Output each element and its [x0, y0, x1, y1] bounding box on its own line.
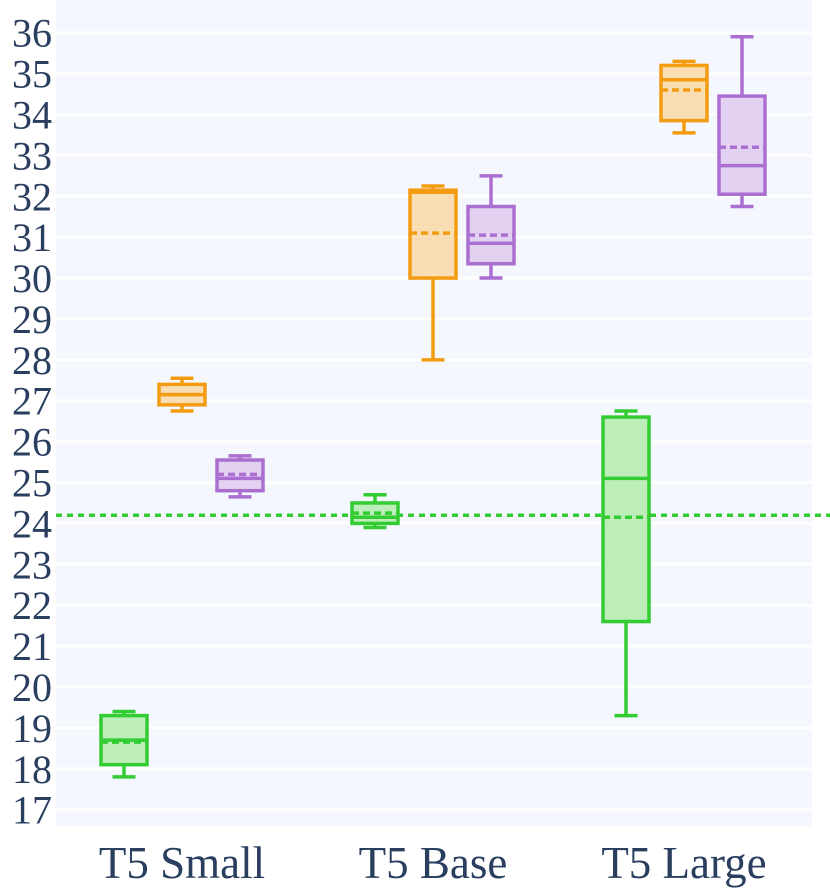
boxes-layer	[99, 35, 767, 779]
y-tick-label-33: 33	[12, 133, 52, 178]
y-tick-label-19: 19	[12, 706, 52, 751]
y-tick-label-17: 17	[12, 788, 52, 833]
y-tick-label-30: 30	[12, 256, 52, 301]
box-t5-base-s2	[408, 184, 458, 362]
y-tick-label-36: 36	[12, 11, 52, 56]
box-t5-small-s2	[157, 376, 207, 413]
y-tick-label-18: 18	[12, 747, 52, 792]
y-tick-label-27: 27	[12, 379, 52, 424]
box-t5-small-s1	[99, 709, 149, 779]
y-tick-label-24: 24	[12, 501, 52, 546]
y-tick-label-34: 34	[12, 92, 52, 137]
box-t5-base-s1	[350, 493, 400, 530]
box-t5-large-s2	[659, 59, 709, 135]
y-tick-label-25: 25	[12, 461, 52, 506]
plot-background	[56, 0, 812, 826]
y-tick-label-21: 21	[12, 624, 52, 669]
y-tick-label-22: 22	[12, 583, 52, 628]
y-tick-label-28: 28	[12, 338, 52, 383]
y-tick-label-32: 32	[12, 174, 52, 219]
box-t5-small-s3	[215, 454, 265, 499]
y-tick-label-31: 31	[12, 215, 52, 260]
x-category-label-t5-large: T5 Large	[601, 838, 766, 888]
box-t5-large-s3	[717, 35, 767, 209]
x-category-label-t5-small: T5 Small	[99, 838, 265, 888]
y-tick-label-26: 26	[12, 420, 52, 465]
x-axis-category-labels: T5 Small T5 Base T5 Large	[99, 838, 767, 888]
y-tick-label-23: 23	[12, 542, 52, 587]
box-body	[717, 94, 767, 196]
y-tick-label-20: 20	[12, 665, 52, 710]
box-body	[601, 415, 651, 624]
x-category-label-t5-base: T5 Base	[359, 838, 508, 888]
y-tick-label-35: 35	[12, 52, 52, 97]
box-body	[659, 63, 709, 123]
box-t5-large-s1	[601, 409, 651, 718]
y-tick-label-29: 29	[12, 297, 52, 342]
box-t5-base-s3	[466, 174, 516, 280]
